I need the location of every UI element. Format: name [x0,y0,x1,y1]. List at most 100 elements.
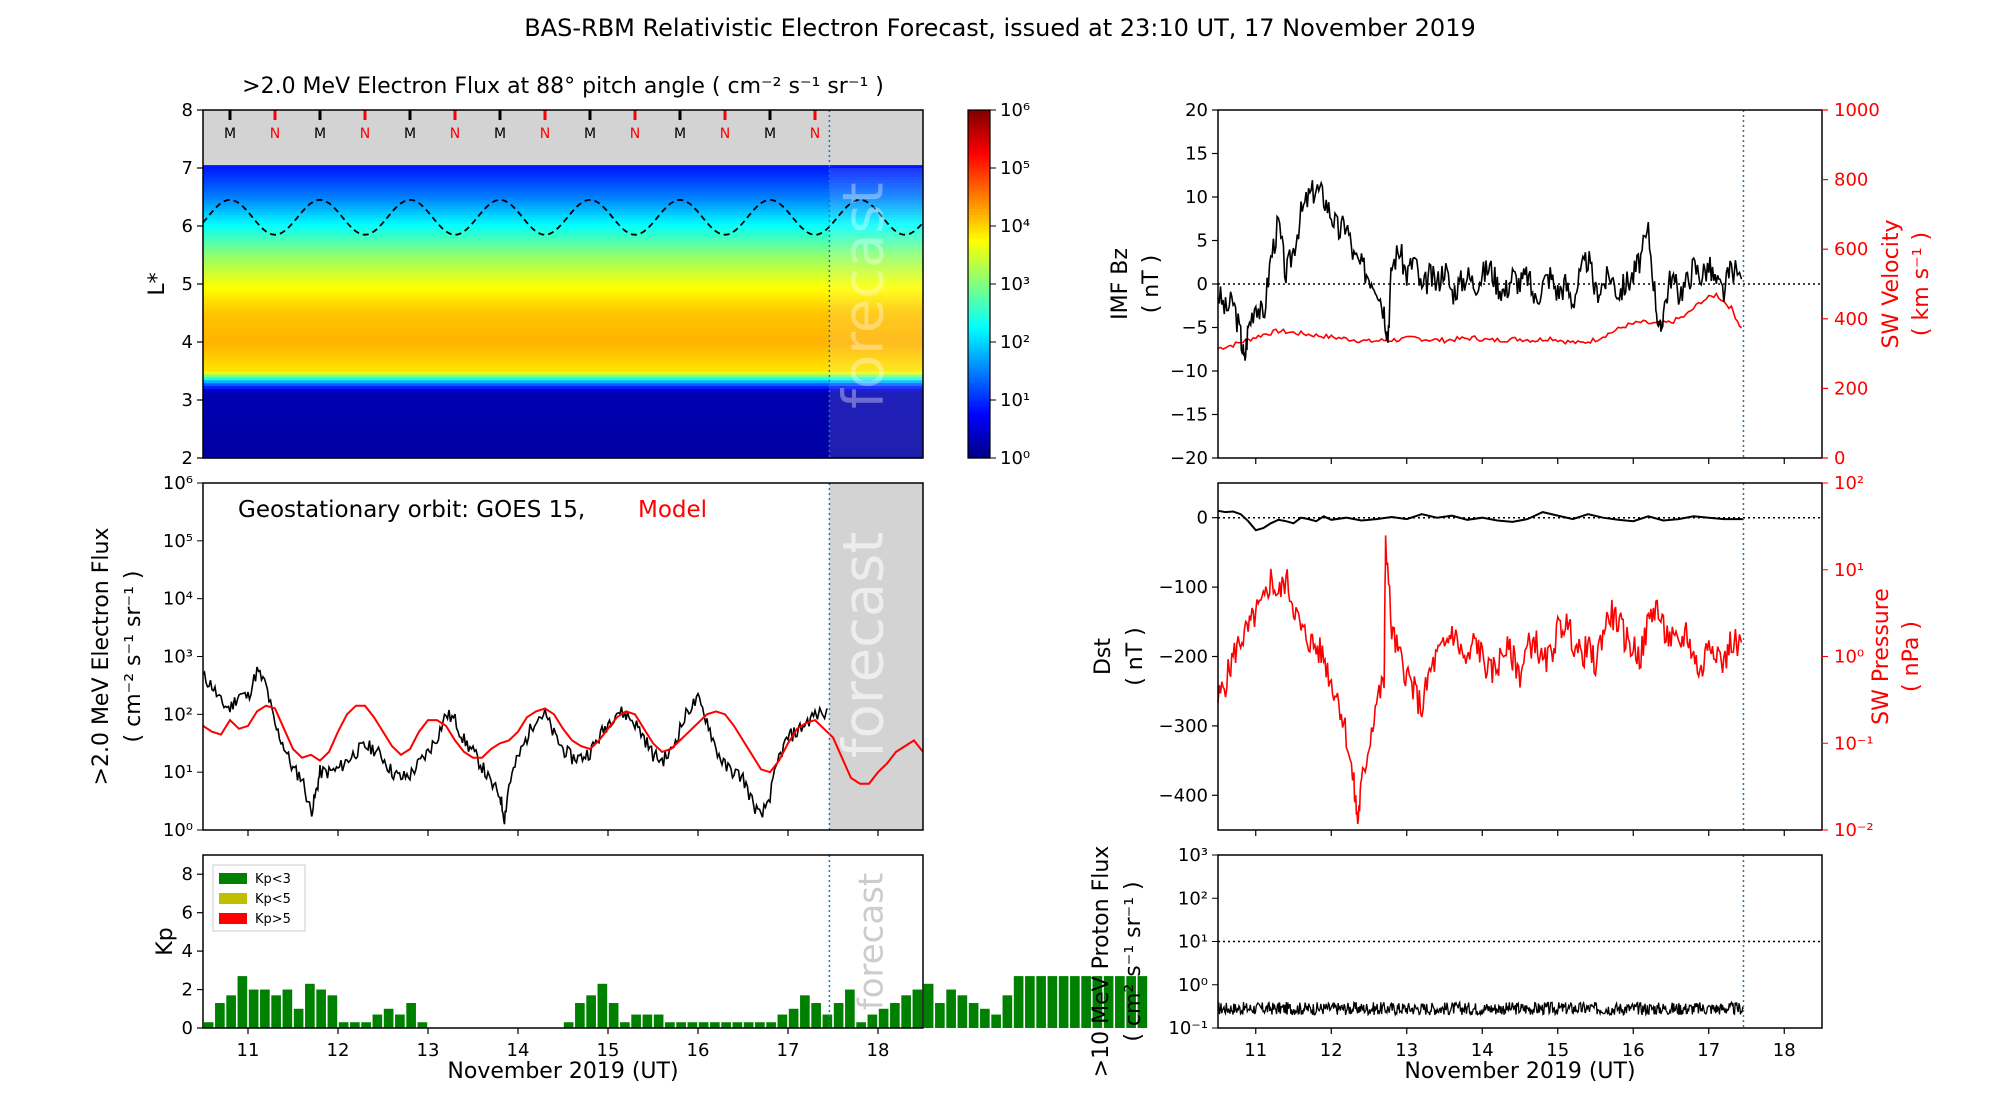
colorbar-cell [968,295,990,300]
kp-legend-label: Kp<3 [255,872,291,887]
flux-map-cell [203,382,923,387]
colorbar-cell [968,124,990,128]
flux-map-cell [203,284,923,288]
kp-bar [822,1014,833,1028]
kp-legend-swatch [219,873,247,884]
flux-map-cell [203,318,923,323]
flux-map-cell [203,455,923,459]
geo-flux-y-tick-label: 10¹ [163,762,193,783]
sw-velocity-line [1217,292,1743,351]
colorbar-cell [968,112,990,117]
colorbar-cell [968,162,990,166]
colorbar-cell [968,356,990,360]
flux-map-cell [203,313,923,317]
kp-bar [777,1014,788,1028]
kp-bar [923,983,934,1028]
colorbar-cell [968,347,990,352]
colorbar-cell [968,150,990,155]
flux-map-title: >2.0 MeV Electron Flux at 88° pitch angl… [242,74,884,99]
flux-map-cell [203,170,923,175]
flux-map-cell [203,420,923,424]
kp-bar [1092,976,1103,1028]
flux-map-cell [203,429,923,433]
flux-map-cell [203,269,923,273]
flux-map-cell [203,324,923,329]
kp-bar [1081,976,1091,1028]
flux-map-cell [203,402,923,407]
imf-y-left-tick-label: 15 [1185,144,1208,165]
flux-map-mlt-label: N [630,126,640,142]
geo-flux-y-tick-label: 10² [163,704,193,725]
kp-bar [912,989,923,1028]
flux-map-cell [203,440,923,445]
flux-map-cell [203,426,923,430]
flux-map-cell [203,423,923,427]
kp-bar [226,995,236,1028]
colorbar-cell [968,156,990,160]
colorbar-cell [968,298,990,302]
colorbar-cell [968,159,990,163]
flux-map-cell [203,275,923,279]
colorbar-cell [968,359,990,363]
colorbar-cell [968,223,990,227]
flux-map-mlt-label: M [764,126,776,142]
flux-map-cell [203,199,923,204]
proton-x-tick-label: 15 [1546,1040,1569,1061]
colorbar-tick-label: 10⁰ [1000,448,1030,469]
colorbar-cell [968,385,990,389]
flux-map-cell [203,272,923,276]
kp-bar [665,1022,675,1028]
proton-x-tick-label: 13 [1395,1040,1418,1061]
colorbar-tick-label: 10³ [1000,274,1030,295]
flux-map-cell [203,446,923,450]
proton-x-tick-label: 16 [1622,1040,1645,1061]
imf-y-right-tick-label: 400 [1834,309,1868,330]
flux-map-cell [203,411,923,416]
flux-map-cell [203,176,923,181]
colorbar-cell [968,194,990,198]
kp-bar [1058,976,1069,1028]
kp-bar [980,1008,990,1028]
sw-pressure-tick-label: 10⁻² [1834,820,1874,841]
proton-y-label-units: ( cm² s⁻¹ sr⁻¹ ) [1121,881,1146,1041]
colorbar-cell [968,431,990,436]
proton-y-tick-label: 10³ [1178,845,1208,866]
colorbar-cell [968,168,990,172]
flux-map-y-tick-label: 2 [182,448,193,469]
flux-map-cell [203,240,923,244]
colorbar-cell [968,284,990,288]
geo-flux-y-tick-label: 10³ [163,647,193,668]
colorbar-cell [968,388,990,392]
kp-bar [608,1003,619,1028]
dst-y-label: Dst [1091,638,1116,675]
kp-bar [698,1022,709,1028]
colorbar-cell [968,133,990,137]
imf-y-right-tick-label: 800 [1834,170,1868,191]
kp-y-tick-label: 6 [182,903,193,924]
colorbar-cell [968,382,990,387]
flux-map-forecast-shade [829,168,923,458]
flux-map-cell [203,197,923,201]
geo-flux-y-label-units: ( cm⁻² s⁻¹ sr⁻¹ ) [121,571,146,743]
kp-bar [327,995,338,1028]
flux-map-mlt-label: N [720,126,730,142]
colorbar-cell [968,411,990,416]
kp-frame [202,854,924,1029]
kp-legend-swatch [219,913,247,924]
flux-map-mlt-label: M [494,126,506,142]
colorbar-cell [968,408,990,413]
colorbar-cell [968,452,990,456]
colorbar-cell [968,179,990,184]
flux-map-cell [203,226,923,230]
flux-map-cell [203,263,923,268]
kp-y-label: Kp [153,927,178,955]
flux-map-cell [203,315,923,320]
flux-map-cell [203,168,923,172]
colorbar-cell [968,446,990,450]
colorbar-cell [968,437,990,442]
colorbar-cell [968,289,990,294]
flux-map-mlt-label: N [540,126,550,142]
kp-x-label: November 2019 (UT) [447,1059,678,1084]
kp-bar [732,1022,743,1028]
colorbar-cell [968,205,990,210]
